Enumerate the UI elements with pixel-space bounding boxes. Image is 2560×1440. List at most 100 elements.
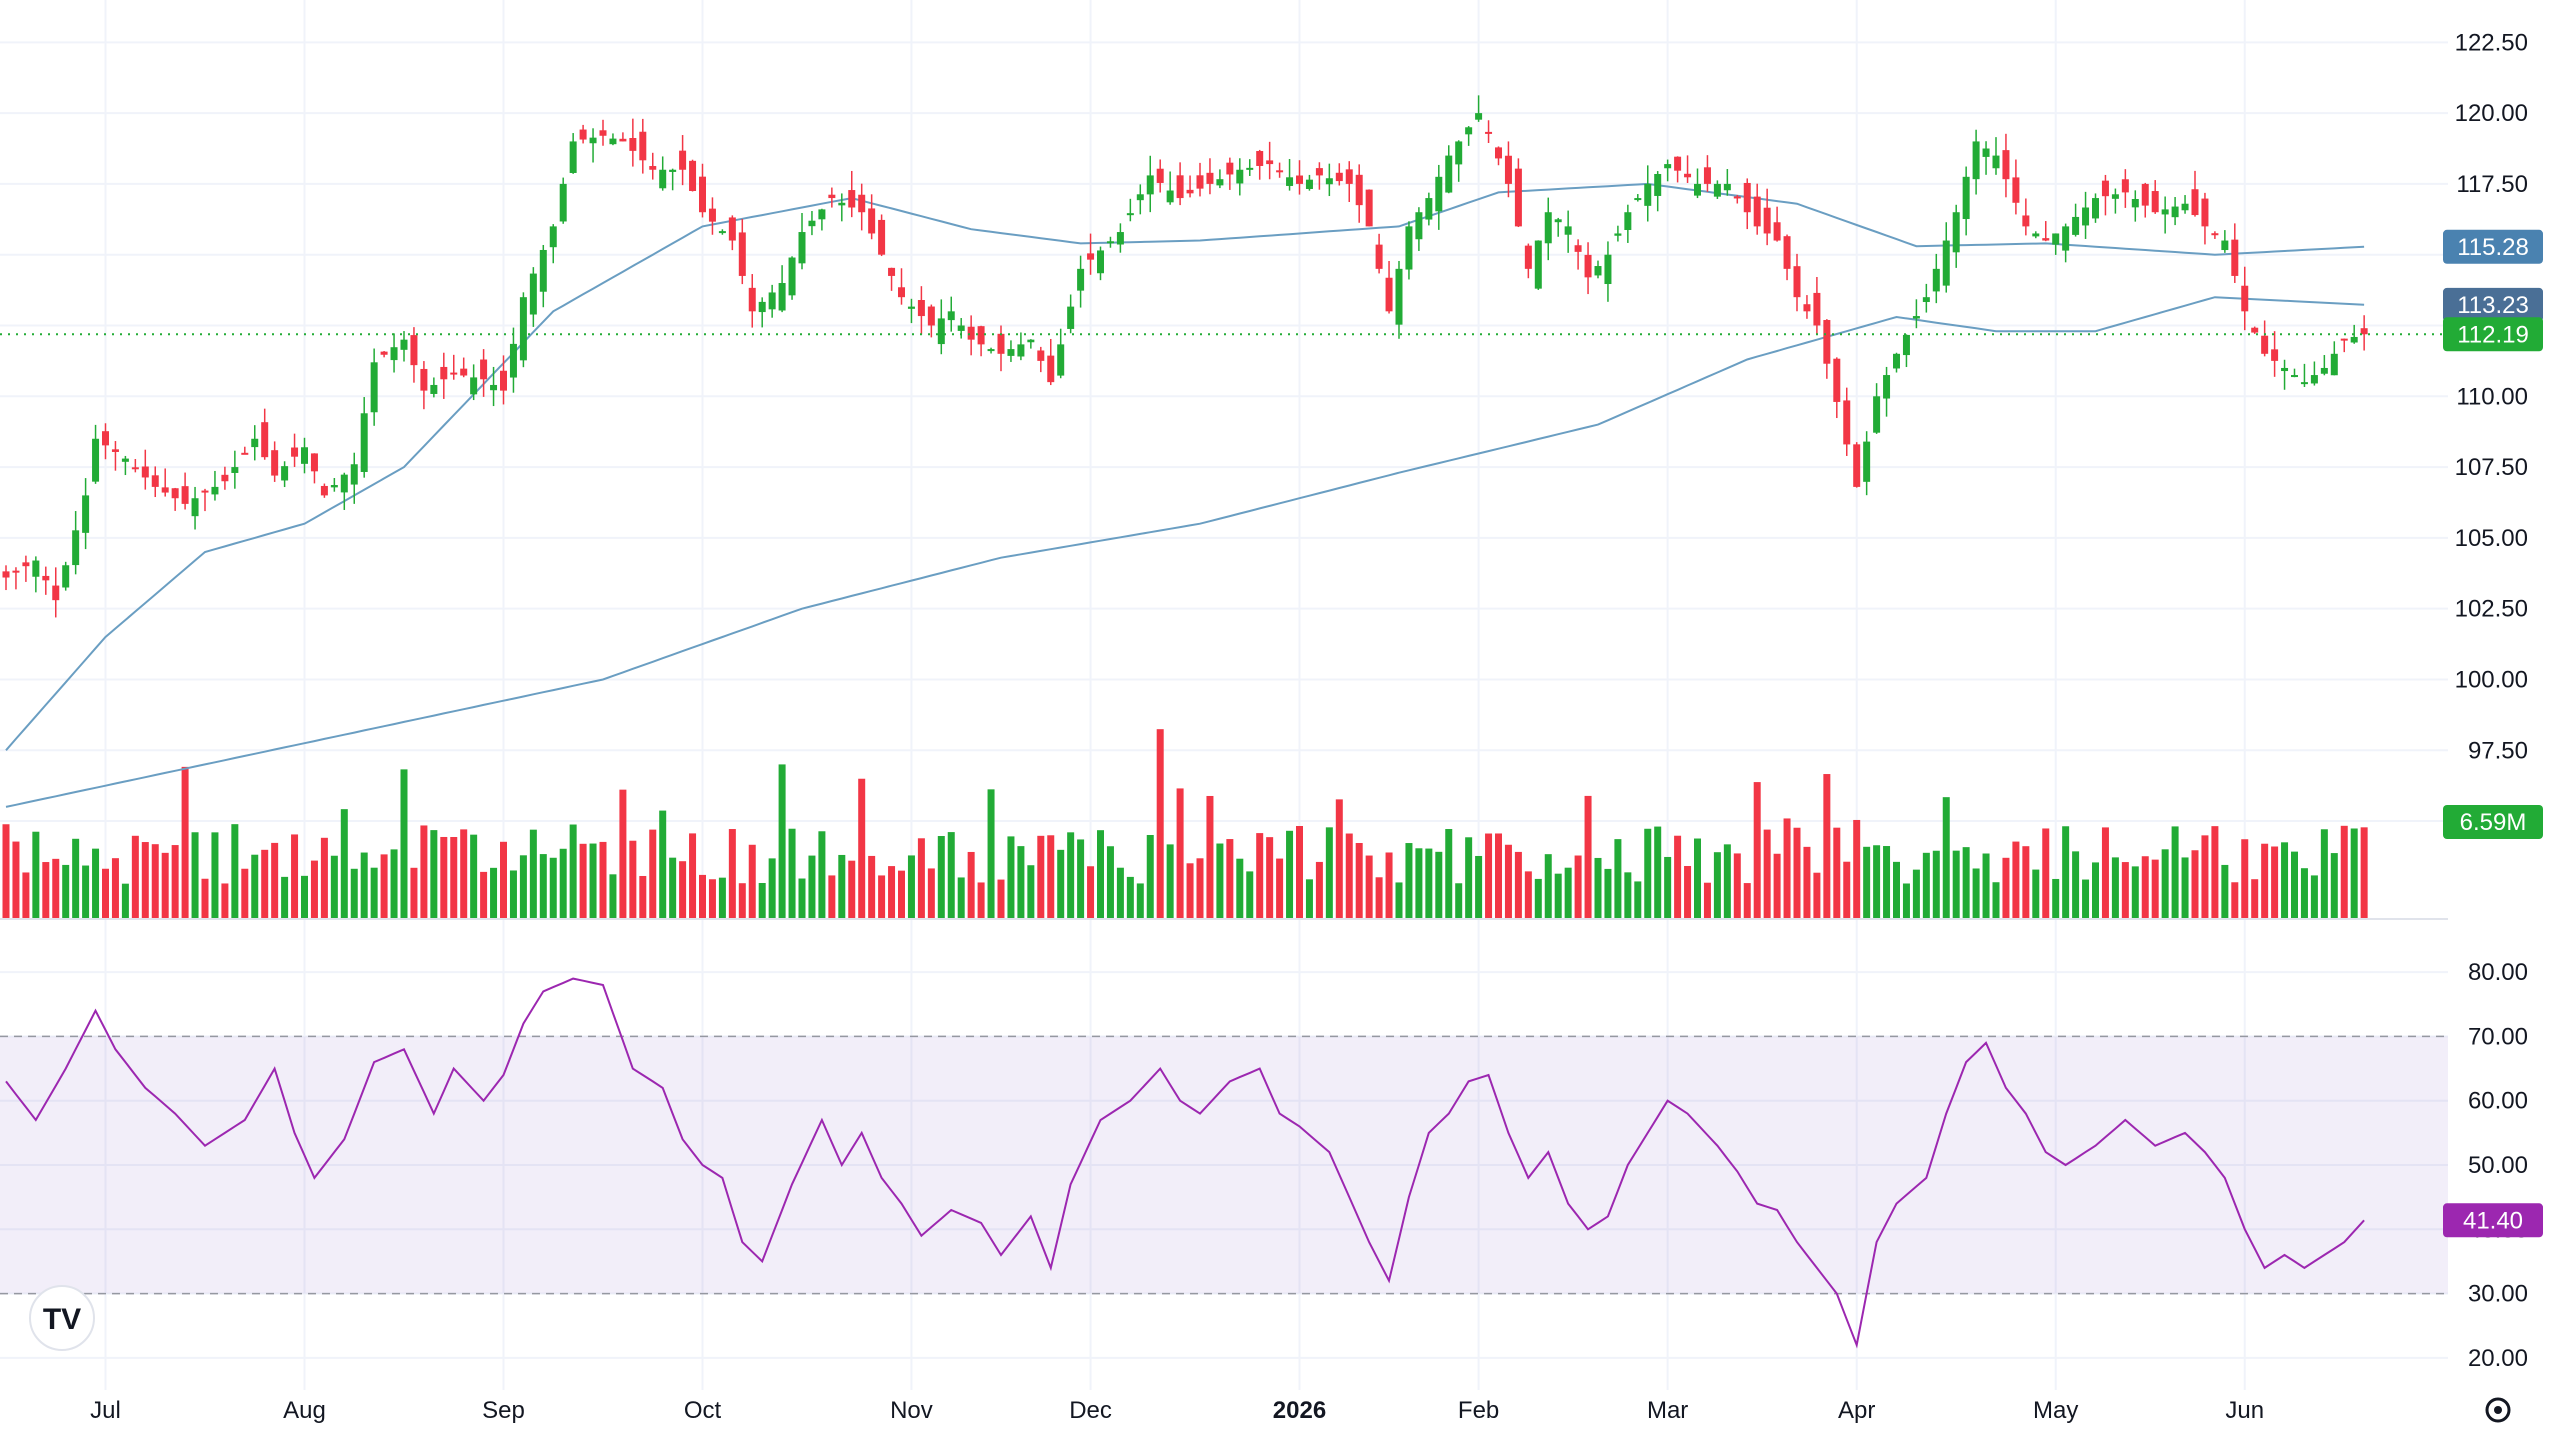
volume-bar [659, 810, 667, 919]
time-tick-label: Jun [2225, 1397, 2264, 1424]
ma-short-badge-bg [2443, 229, 2543, 264]
candle-body [898, 287, 905, 298]
volume-bar [2131, 866, 2139, 919]
volume-bar [1186, 863, 1194, 919]
candle-body [2211, 233, 2219, 236]
volume-bar [131, 835, 139, 919]
volume-bar [1504, 844, 1512, 919]
volume-bar [1594, 857, 1602, 919]
volume-bar [838, 854, 846, 919]
volume-bar [241, 868, 249, 919]
candle-body [649, 166, 657, 170]
volume-bar [1813, 872, 1821, 919]
ma-long-badge-text: 113.23 [2457, 292, 2529, 319]
volume-bar [1256, 833, 1264, 919]
candle-body [619, 138, 627, 142]
settings-gear-icon[interactable] [2485, 1397, 2511, 1423]
gear-ring [2485, 1397, 2511, 1423]
candle-body [350, 464, 358, 485]
candle-body [1385, 277, 1393, 312]
tradingview-logo[interactable]: TV [29, 1285, 95, 1351]
candle-body [1206, 172, 1214, 184]
candle-body [460, 368, 468, 376]
volume-bar [2101, 827, 2109, 919]
volume-bar [1694, 838, 1701, 919]
volume-bar [1106, 846, 1114, 919]
candle-body [390, 347, 398, 361]
volume-bar [1883, 846, 1891, 919]
volume-bar [490, 867, 498, 919]
volume-bar [2271, 846, 2279, 919]
candle-body [1266, 160, 1274, 165]
candle-body [1196, 175, 1204, 189]
candle-body [201, 490, 209, 493]
candle-body [599, 130, 607, 136]
volume-bar [1803, 846, 1811, 919]
volume-bar [1196, 858, 1204, 919]
volume-bar [977, 882, 985, 919]
price-tick-label: 120.00 [2455, 100, 2528, 127]
rsi-tick-label: 30.00 [2468, 1281, 2528, 1308]
candle-body [1455, 141, 1463, 165]
volume-bar [718, 877, 726, 919]
candle-body [1733, 196, 1741, 199]
candle-body [2251, 327, 2259, 333]
candle-body [1564, 226, 1572, 235]
volume-bar [1902, 883, 1910, 919]
volume-badge-bg [2443, 805, 2543, 839]
volume-bar [579, 843, 587, 919]
candle-body [748, 287, 756, 312]
volume-bar [987, 789, 995, 919]
volume-bar [1654, 826, 1662, 919]
volume-bar [1126, 876, 1134, 919]
candle-body [1604, 254, 1612, 285]
candle-body [659, 169, 667, 189]
candle-body [2111, 194, 2119, 199]
price-tick-label: 102.50 [2455, 596, 2528, 623]
candle-body [1375, 244, 1383, 269]
grid-lines [0, 0, 2448, 1390]
candle-body [2012, 177, 2020, 203]
candle-body [1922, 297, 1930, 303]
candle-body [2291, 375, 2298, 378]
candle-body [1823, 320, 1831, 364]
volume-bar [997, 879, 1005, 919]
volume-bar [211, 832, 219, 919]
candle-body [281, 466, 289, 481]
volume-bar [708, 879, 716, 919]
volume-bar [261, 849, 269, 919]
candle-body [977, 326, 985, 345]
volume-bar [1435, 851, 1443, 919]
candle-body [92, 438, 100, 482]
rsi-tick-label: 70.00 [2468, 1023, 2528, 1050]
volume-bar [161, 852, 169, 919]
volume-bar [1206, 795, 1214, 919]
volume-bar [2171, 826, 2179, 919]
candle-body [1166, 190, 1174, 203]
time-axis[interactable]: Jul Aug Sep Oct Nov Dec 2026 Feb Mar Apr May Jun [90, 1397, 2264, 1424]
volume-bar [569, 824, 577, 919]
candle-body [1037, 350, 1045, 361]
candle-body [340, 474, 348, 493]
price-axis[interactable]: 122.50120.00117.50115.00112.50110.00107.… [2455, 29, 2528, 835]
candle-body [2101, 180, 2109, 197]
candle-body [1077, 268, 1085, 291]
volume-bar [2251, 879, 2259, 919]
candle-body [1485, 131, 1493, 134]
candle-body [2161, 209, 2169, 215]
candle-body [2151, 191, 2159, 213]
candle-body [1097, 250, 1104, 274]
candlesticks[interactable] [2, 95, 2368, 618]
candle-body [1246, 167, 1254, 170]
candle-body [440, 366, 448, 380]
candle-body [1286, 177, 1294, 186]
volume-bar [1644, 828, 1652, 919]
volume-bar [1614, 839, 1622, 919]
volume-bar [1713, 852, 1721, 919]
candle-body [509, 343, 517, 378]
candle-body [1723, 183, 1731, 191]
volume-bar [201, 878, 209, 919]
candle-body [1236, 169, 1244, 184]
